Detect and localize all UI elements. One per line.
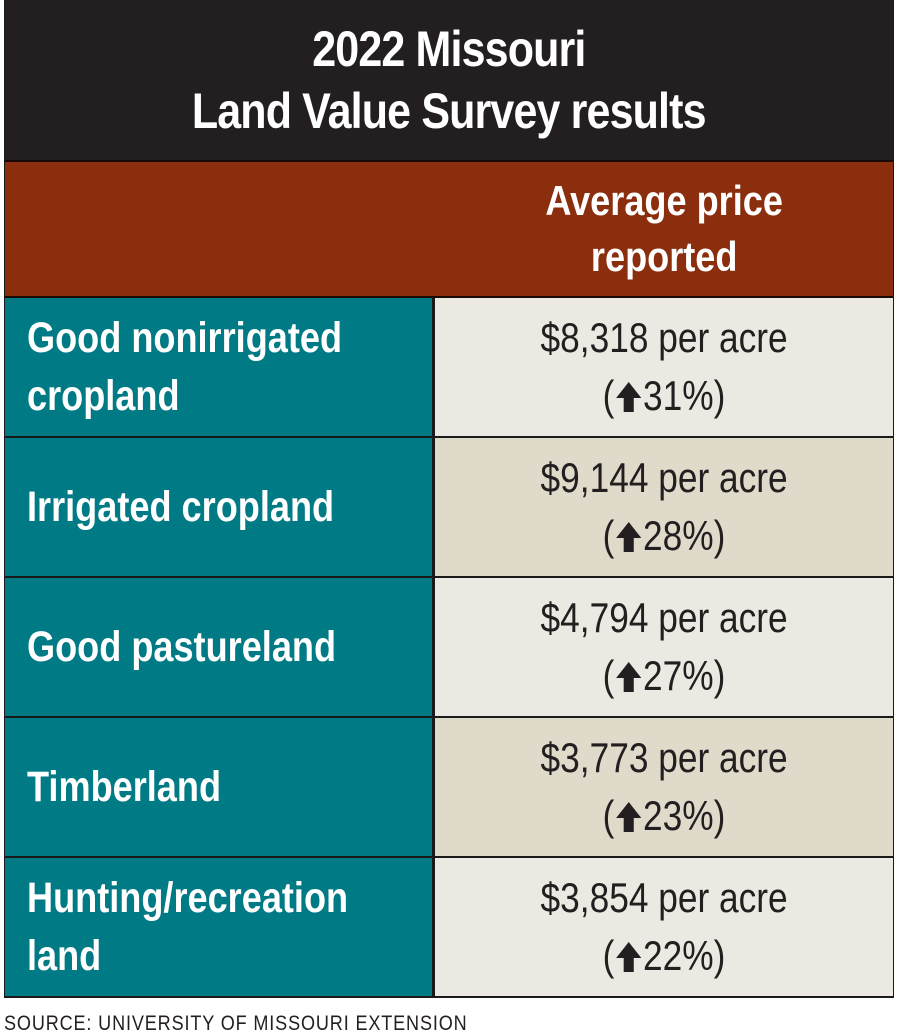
price-cell: $4,794 per acre (27%) xyxy=(435,578,893,716)
land-type-label: Irrigated cropland xyxy=(5,438,435,576)
table-row: Irrigated cropland $9,144 per acre (28%) xyxy=(5,438,893,578)
price-cell: $3,773 per acre (23%) xyxy=(435,718,893,856)
price-value: $3,773 per acre xyxy=(540,734,788,781)
label-line-1: Good pastureland xyxy=(27,623,337,671)
arrow-up-icon xyxy=(616,942,642,972)
arrow-up-icon xyxy=(616,802,642,832)
change-value: (31%) xyxy=(603,367,726,425)
price-value: $8,318 per acre xyxy=(540,314,788,361)
price-value: $9,144 per acre xyxy=(540,454,788,501)
percent-change: 31%) xyxy=(642,372,726,419)
paren: ( xyxy=(602,792,615,839)
arrow-up-icon xyxy=(616,382,642,412)
header-average-price: Average price reported xyxy=(435,162,893,296)
source-credit: SOURCE: UNIVERSITY OF MISSOURI EXTENSION xyxy=(4,1012,468,1035)
change-value: (23%) xyxy=(603,787,726,845)
table-header: Average price reported xyxy=(5,160,893,298)
title-line-1: 2022 Missouri xyxy=(312,21,586,77)
paren: ( xyxy=(602,372,615,419)
arrow-up-icon xyxy=(616,522,642,552)
change-value: (28%) xyxy=(603,507,726,565)
price-cell: $8,318 per acre (31%) xyxy=(435,298,893,436)
header-category xyxy=(5,162,435,296)
label-line-1: Timberland xyxy=(27,763,222,811)
paren: ( xyxy=(602,932,615,979)
change-value: (27%) xyxy=(603,647,726,705)
land-type-label: Timberland xyxy=(5,718,435,856)
label-line-1: Hunting/recreation xyxy=(27,874,349,922)
price-cell: $3,854 per acre (22%) xyxy=(435,858,893,996)
percent-change: 27%) xyxy=(642,652,726,699)
header-line-1: Average price xyxy=(545,177,783,224)
table-row: Hunting/recreation land $3,854 per acre … xyxy=(5,858,893,998)
label-line-2: cropland xyxy=(27,372,180,420)
table-row: Timberland $3,773 per acre (23%) xyxy=(5,718,893,858)
land-type-label: Good nonirrigated cropland xyxy=(5,298,435,436)
title-line-2: Land Value Survey results xyxy=(192,83,707,139)
arrow-up-icon xyxy=(616,662,642,692)
paren: ( xyxy=(602,512,615,559)
percent-change: 22%) xyxy=(642,932,726,979)
price-cell: $9,144 per acre (28%) xyxy=(435,438,893,576)
table-row: Good nonirrigated cropland $8,318 per ac… xyxy=(5,298,893,438)
percent-change: 23%) xyxy=(642,792,726,839)
label-line-1: Good nonirrigated xyxy=(27,314,343,362)
price-value: $4,794 per acre xyxy=(540,594,788,641)
percent-change: 28%) xyxy=(642,512,726,559)
header-line-2: reported xyxy=(590,233,738,280)
land-type-label: Good pastureland xyxy=(5,578,435,716)
table-title: 2022 Missouri Land Value Survey results xyxy=(5,0,893,160)
land-value-table: 2022 Missouri Land Value Survey results … xyxy=(4,0,894,998)
label-line-1: Irrigated cropland xyxy=(27,483,335,531)
land-type-label: Hunting/recreation land xyxy=(5,858,435,996)
label-line-2: land xyxy=(27,932,102,980)
change-value: (22%) xyxy=(603,927,726,985)
price-value: $3,854 per acre xyxy=(540,874,788,921)
paren: ( xyxy=(602,652,615,699)
table-row: Good pastureland $4,794 per acre (27%) xyxy=(5,578,893,718)
